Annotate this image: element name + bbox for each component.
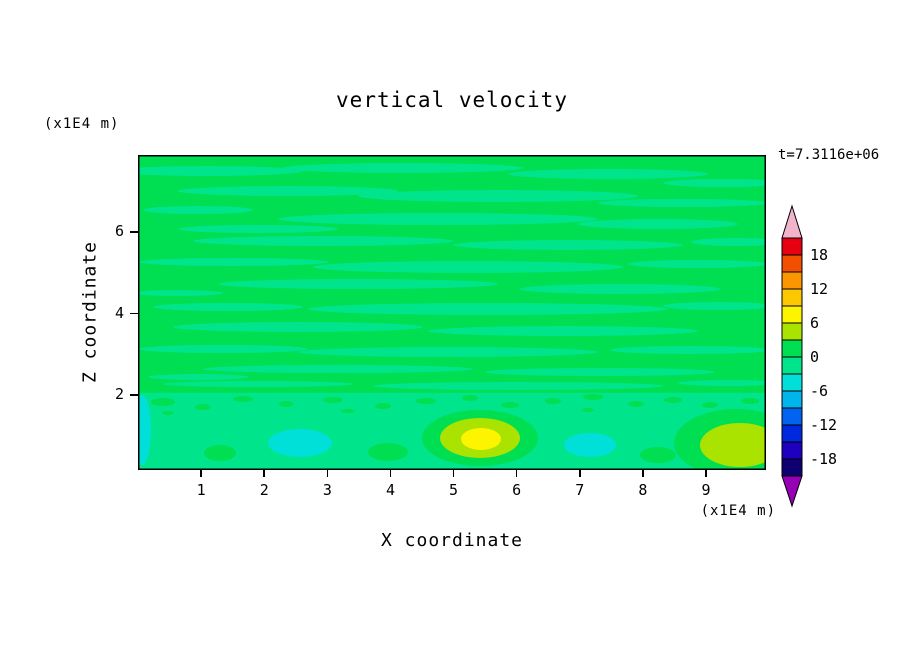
x-tick <box>452 470 455 477</box>
colorbar-arrow-bottom <box>781 475 803 508</box>
colorbar <box>781 204 803 508</box>
colorbar-band <box>781 390 803 409</box>
colorbar-band <box>781 356 803 375</box>
downdraft-left <box>268 429 332 457</box>
y-tick <box>130 394 138 396</box>
y-axis-unit: (x1E4 m) <box>44 116 120 132</box>
colorbar-tick-label: 18 <box>810 246 829 264</box>
x-tick <box>200 470 202 477</box>
y-tick <box>130 312 138 315</box>
colorbar-band <box>781 288 803 307</box>
y-tick-label: 6 <box>114 222 124 241</box>
y-tick-label: 4 <box>114 303 124 322</box>
colorbar-band <box>781 254 803 273</box>
x-tick <box>515 470 518 477</box>
colorbar-band <box>781 322 803 341</box>
y-tick <box>130 231 138 233</box>
x-tick-label: 5 <box>449 481 459 499</box>
colorbar-tick-label: 12 <box>810 280 829 298</box>
contour-plot <box>138 155 766 470</box>
colorbar-tick-label: -6 <box>810 382 829 400</box>
colorbar-band <box>781 407 803 426</box>
x-tick-label: 3 <box>322 481 332 499</box>
x-tick <box>389 470 392 477</box>
x-tick-label: 7 <box>575 481 585 499</box>
colorbar-band <box>781 441 803 460</box>
x-tick <box>326 470 329 477</box>
chart-title: vertical velocity <box>336 88 568 112</box>
x-tick-label: 6 <box>512 481 522 499</box>
x-axis-unit: (x1E4 m) <box>700 503 776 519</box>
colorbar-arrow-top <box>781 204 803 239</box>
green-patch-1 <box>368 443 408 461</box>
right-edge-updraft-mid <box>700 423 766 467</box>
colorbar-tick-label: -18 <box>810 450 838 468</box>
x-tick-label: 2 <box>259 481 269 499</box>
colorbar-band <box>781 339 803 358</box>
x-tick <box>579 470 581 477</box>
x-tick <box>263 470 265 477</box>
x-axis-title: X coordinate <box>380 530 524 551</box>
updraft-core-max <box>461 428 501 450</box>
green-patch-3 <box>640 447 676 463</box>
downdraft-mid <box>564 433 616 457</box>
green-patch-2 <box>204 445 236 461</box>
colorbar-tick-label: 0 <box>810 348 820 366</box>
colorbar-band <box>781 458 803 477</box>
colorbar-band <box>781 271 803 290</box>
x-tick-label: 4 <box>385 481 395 499</box>
x-tick-label: 1 <box>196 481 206 499</box>
colorbar-tick-label: -12 <box>810 416 838 434</box>
x-tick-label: 8 <box>638 481 648 499</box>
colorbar-band <box>781 237 803 256</box>
colorbar-tick-label: 6 <box>810 314 820 332</box>
x-tick <box>705 470 707 477</box>
colorbar-band <box>781 373 803 392</box>
colorbar-band <box>781 424 803 443</box>
x-tick <box>642 470 644 477</box>
y-tick-label: 2 <box>114 384 124 403</box>
colorbar-band <box>781 305 803 324</box>
x-tick-label: 9 <box>701 481 711 499</box>
downdraft-left-edge <box>138 395 151 465</box>
time-annotation: t=7.3116e+06 <box>778 147 880 163</box>
